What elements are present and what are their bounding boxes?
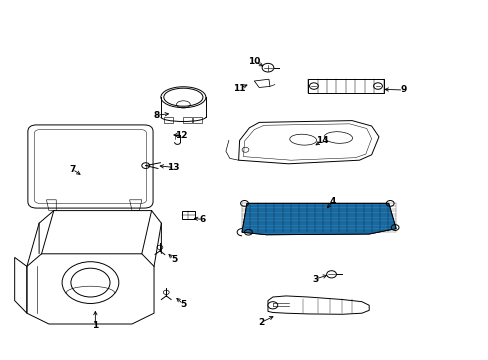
Bar xyxy=(183,117,192,123)
Polygon shape xyxy=(242,203,395,235)
Text: 2: 2 xyxy=(258,318,264,327)
Text: 8: 8 xyxy=(153,111,159,120)
Text: 3: 3 xyxy=(312,274,318,284)
Bar xyxy=(193,117,202,123)
Text: 12: 12 xyxy=(174,130,187,139)
Text: 14: 14 xyxy=(316,136,328,145)
Text: 5: 5 xyxy=(171,255,177,264)
Text: 4: 4 xyxy=(328,197,335,206)
Text: 5: 5 xyxy=(180,300,186,309)
Bar xyxy=(163,117,172,123)
Circle shape xyxy=(267,302,277,309)
Text: 7: 7 xyxy=(69,165,76,174)
Text: 1: 1 xyxy=(92,321,98,330)
Text: 11: 11 xyxy=(233,84,245,93)
Text: 13: 13 xyxy=(167,163,180,172)
Text: 10: 10 xyxy=(247,57,260,66)
Text: 9: 9 xyxy=(399,85,406,94)
Text: 6: 6 xyxy=(200,215,205,224)
